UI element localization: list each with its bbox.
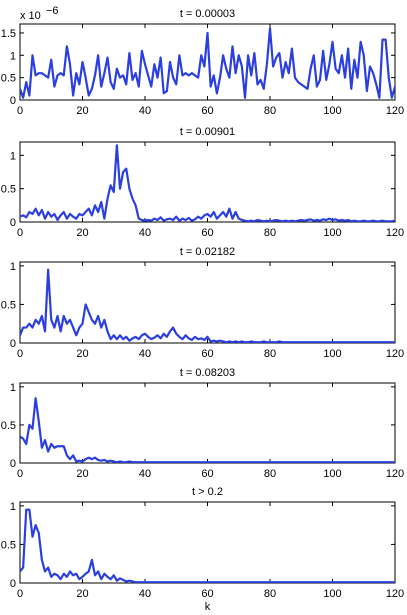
series-line-1	[20, 268, 395, 343]
axes-frame	[19, 501, 396, 584]
y-tick-label: 1.5	[1, 28, 16, 40]
axes-frame	[19, 382, 396, 464]
y-tick-label: 0	[10, 95, 16, 107]
y-tick-label: 0	[10, 458, 16, 470]
x-tick-label: 120	[386, 588, 404, 600]
x-tick-label: 0	[17, 227, 23, 239]
x-tick-label: 0	[17, 105, 23, 117]
x-tick-label: 60	[201, 348, 213, 360]
y-tick-label: 1	[10, 382, 16, 394]
y-tick-label: 0.5	[1, 420, 16, 432]
x-tick-label: 100	[323, 105, 341, 117]
chart-panel-1: t = 0.00003 0 20 40 60 80 100 120 0 0.5 1 1.5 x 10 −6	[1, 5, 404, 117]
y-tick-label: 0	[10, 578, 16, 590]
x-tick-label: 40	[139, 468, 151, 480]
series-line-1	[20, 508, 395, 583]
x-tick-label: 100	[323, 468, 341, 480]
y-tick-label: 0.5	[1, 184, 16, 196]
x-tick-label: 20	[76, 105, 88, 117]
panel-title: t > 0.2	[192, 486, 223, 498]
x-tick-label: 0	[17, 348, 23, 360]
x-tick-label: 60	[201, 468, 213, 480]
x-tick-label: 80	[264, 348, 276, 360]
x-tick-label: 80	[264, 468, 276, 480]
series-line-1	[20, 144, 395, 222]
axes-frame	[19, 141, 396, 223]
y-tick-label: 1	[10, 150, 16, 162]
chart-panel-3: t = 0.02182 0 20 40 60 80 100 120 0 0.5 1	[1, 246, 404, 360]
y-tick-label: 0	[10, 217, 16, 229]
y-tick-label: 0.5	[1, 73, 16, 85]
chart-panel-5: t > 0.2 0 20 40 60 80 100 120 0 0.5 1 k	[1, 486, 404, 613]
x-tick-label: 120	[386, 227, 404, 239]
x-tick-label: 20	[76, 348, 88, 360]
x-tick-label: 40	[139, 227, 151, 239]
x-tick-label: 60	[201, 227, 213, 239]
panel-title: t = 0.00003	[180, 8, 235, 20]
x-tick-label: 120	[386, 105, 404, 117]
x-tick-label: 20	[76, 227, 88, 239]
x-tick-label: 40	[139, 348, 151, 360]
series-line-1	[20, 27, 395, 99]
x-tick-label: 0	[17, 588, 23, 600]
x-tick-label: 100	[323, 348, 341, 360]
y-tick-label: 1	[10, 261, 16, 273]
x-tick-label: 100	[323, 588, 341, 600]
x-tick-label: 120	[386, 348, 404, 360]
x-tick-label: 40	[139, 588, 151, 600]
axes-frame	[19, 261, 396, 344]
panel-title: t = 0.08203	[180, 367, 235, 379]
y-scale-multiplier: x 10	[20, 10, 41, 22]
x-tick-label: 20	[76, 588, 88, 600]
panel-title: t = 0.02182	[180, 246, 235, 258]
x-tick-label: 100	[323, 227, 341, 239]
y-tick-label: 0.5	[1, 299, 16, 311]
x-tick-label: 60	[201, 105, 213, 117]
x-tick-label: 40	[139, 105, 151, 117]
y-tick-label: 1	[10, 50, 16, 62]
y-tick-label: 1	[10, 501, 16, 513]
chart-panel-2: t = 0.00901 0 20 40 60 80 100 120 0 0.5 1	[1, 126, 404, 239]
x-tick-label: 60	[201, 588, 213, 600]
x-tick-label: 80	[264, 105, 276, 117]
x-tick-label: 20	[76, 468, 88, 480]
x-tick-label: 80	[264, 588, 276, 600]
y-tick-label: 0	[10, 338, 16, 350]
x-tick-label: 120	[386, 468, 404, 480]
panel-title: t = 0.00901	[180, 126, 235, 138]
series-line-1	[20, 397, 395, 463]
x-tick-label: 0	[17, 468, 23, 480]
x-axis-label: k	[205, 601, 211, 613]
y-tick-label: 0.5	[1, 539, 16, 551]
chart-panel-4: t = 0.08203 0 20 40 60 80 100 120 0 0.5 1	[1, 367, 404, 480]
x-tick-label: 80	[264, 227, 276, 239]
y-scale-exponent: −6	[46, 5, 59, 17]
